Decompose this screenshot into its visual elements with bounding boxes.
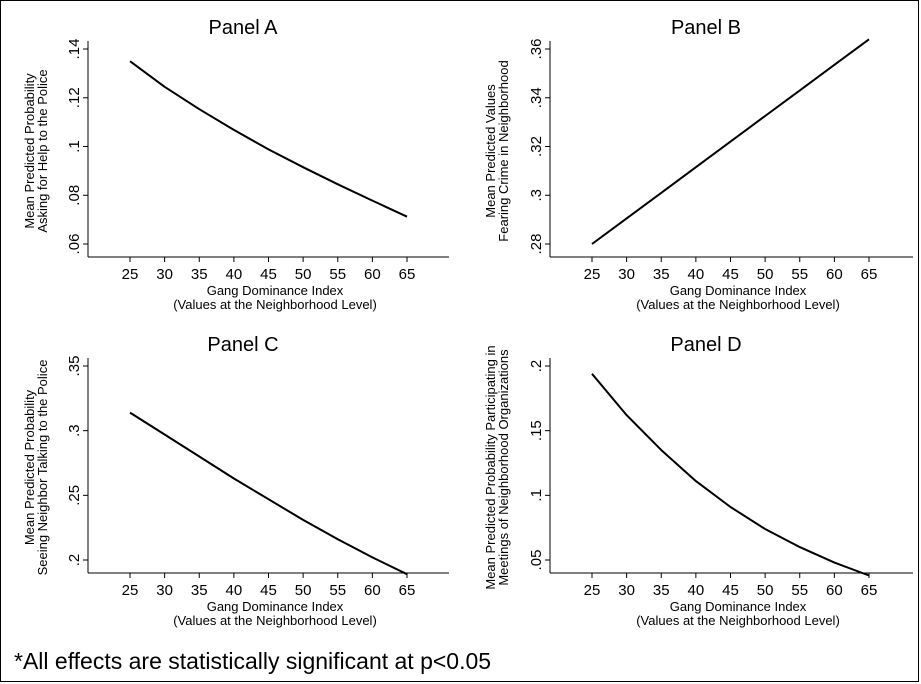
x-tick-label: 25: [584, 266, 601, 283]
series-line: [591, 38, 870, 245]
x-axis-title: Gang Dominance Index: [670, 283, 807, 298]
x-tick-label: 65: [861, 266, 878, 283]
y-axis-title: Seeing Neighbor Talking to the Police: [35, 360, 50, 576]
x-tick-label: 65: [861, 582, 878, 599]
x-tick-label: 60: [826, 582, 843, 599]
chart-panel-a: Panel A .06 .08 .1 .12 .14 25 30 35 40 45 50 55 60 65 G…: [22, 17, 449, 312]
y-axis-title: Mean Predicted Probability: [22, 389, 37, 545]
panel-title: Panel A: [209, 17, 279, 39]
y-axis-title: Meetings of Neighborhood Organizations: [496, 349, 511, 586]
y-tick-label: .28: [528, 234, 545, 255]
y-tick-label: .35: [66, 356, 83, 377]
x-tick-label: 40: [688, 266, 705, 283]
x-tick-label: 35: [653, 266, 670, 283]
x-tick-label: 45: [722, 582, 739, 599]
x-tick-label: 40: [688, 582, 705, 599]
x-tick-label: 30: [156, 582, 173, 599]
series-line: [591, 373, 870, 577]
y-tick-label: .32: [528, 136, 545, 157]
x-tick-label: 50: [295, 266, 312, 283]
x-tick-label: 35: [191, 266, 208, 283]
x-tick-label: 45: [722, 266, 739, 283]
x-tick-label: 30: [156, 266, 173, 283]
panel-title: Panel B: [671, 17, 741, 39]
y-tick-label: .12: [66, 87, 83, 108]
x-tick-label: 55: [791, 582, 808, 599]
x-tick-label: 55: [329, 266, 346, 283]
y-axis-title: Fearing Crime in Neighborhood: [496, 60, 511, 241]
y-tick-label: .15: [528, 420, 545, 441]
chart-panel-c: Panel C .2 .25 .3 .35 25 30 35 40 45 50 55 60 65 Gang …: [22, 334, 449, 628]
y-tick-label: .36: [528, 39, 545, 60]
y-tick-label: .1: [528, 489, 545, 502]
y-tick-label: .25: [66, 485, 83, 506]
y-axis-title: Mean Predicted Values: [483, 84, 498, 218]
x-axis-title: (Values at the Neighborhood Level): [173, 613, 377, 628]
y-axis-title: Asking for Help to the Police: [35, 69, 50, 232]
panel-title: Panel D: [670, 334, 741, 356]
x-tick-label: 25: [122, 582, 139, 599]
x-tick-label: 50: [295, 582, 312, 599]
y-tick-label: .3: [66, 424, 83, 437]
x-axis-title: (Values at the Neighborhood Level): [636, 297, 840, 312]
x-tick-label: 65: [399, 582, 416, 599]
panel-title: Panel C: [207, 334, 278, 356]
x-tick-label: 60: [826, 266, 843, 283]
x-tick-label: 50: [757, 266, 774, 283]
x-tick-label: 50: [757, 582, 774, 599]
x-tick-label: 65: [399, 266, 416, 283]
x-axis-title: (Values at the Neighborhood Level): [636, 613, 840, 628]
figure-svg: Panel A .06 .08 .1 .12 .14 25 30 35 40 45 50 55 60 65 G…: [22, 17, 913, 628]
series-line: [129, 411, 408, 576]
x-tick-label: 60: [364, 582, 381, 599]
x-tick-label: 35: [653, 582, 670, 599]
y-tick-label: .08: [66, 185, 83, 206]
chart-panel-d: Panel D .05 .1 .15 .2 25 30 35 40 45 50 55 60 65 Gang …: [483, 334, 913, 628]
y-tick-label: .05: [528, 550, 545, 571]
y-tick-label: .14: [66, 39, 83, 60]
y-tick-label: .34: [528, 87, 545, 108]
x-tick-label: 45: [260, 266, 277, 283]
x-axis-title: Gang Dominance Index: [207, 283, 344, 298]
x-tick-label: 30: [618, 266, 635, 283]
x-axis-title: Gang Dominance Index: [670, 599, 807, 614]
y-tick-label: .3: [528, 189, 545, 202]
x-tick-label: 60: [364, 266, 381, 283]
x-tick-label: 40: [226, 266, 243, 283]
x-tick-label: 30: [618, 582, 635, 599]
x-tick-label: 25: [584, 582, 601, 599]
series-line: [129, 60, 408, 218]
footnote: *All effects are statistically significa…: [14, 648, 492, 674]
x-axis-title: Gang Dominance Index: [207, 599, 344, 614]
y-axis-title: Mean Predicted Probability Participating…: [483, 345, 498, 589]
y-tick-label: .2: [66, 554, 83, 567]
y-axis-title: Mean Predicted Probability: [22, 73, 37, 229]
x-tick-label: 55: [329, 582, 346, 599]
y-tick-label: .2: [528, 360, 545, 373]
x-tick-label: 45: [260, 582, 277, 599]
x-tick-label: 25: [122, 266, 139, 283]
chart-panel-b: Panel B .28 .3 .32 .34 .36 25 30 35 40 45 50 55 60 65 G…: [483, 17, 913, 312]
x-tick-label: 35: [191, 582, 208, 599]
x-tick-label: 40: [226, 582, 243, 599]
x-axis-title: (Values at the Neighborhood Level): [173, 297, 377, 312]
y-tick-label: .1: [66, 140, 83, 153]
y-tick-label: .06: [66, 234, 83, 255]
x-tick-label: 55: [791, 266, 808, 283]
